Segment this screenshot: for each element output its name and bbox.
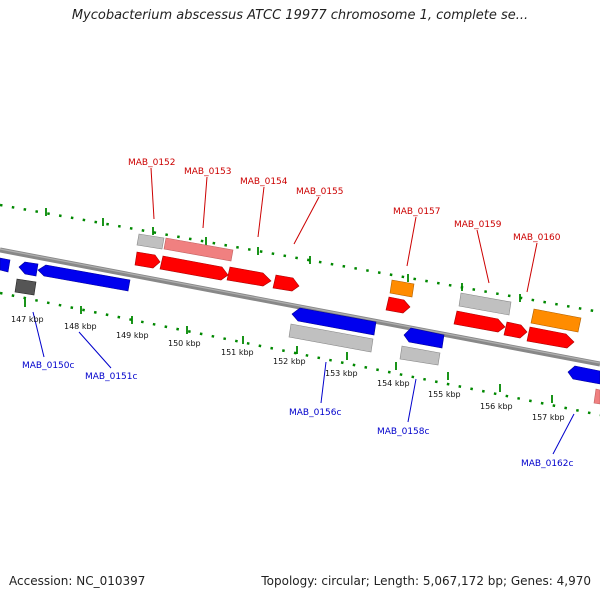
- reverse-gene-label[interactable]: MAB_0151c: [85, 372, 138, 382]
- chromosome-backbone-highlight: [0, 248, 600, 364]
- gene-mab-0157-inner[interactable]: [385, 296, 411, 314]
- reverse-leader: [320, 361, 327, 404]
- gene-mab-0159b[interactable]: [503, 321, 528, 339]
- gene-mab-0149c[interactable]: [0, 257, 11, 273]
- gene-pseudo-a[interactable]: [136, 233, 165, 250]
- scale-label: 148 kbp: [64, 322, 97, 331]
- lower-major-ticks: [24, 299, 553, 403]
- gene-mab-0160[interactable]: [530, 308, 582, 333]
- scale-label: 149 kbp: [116, 331, 149, 340]
- forward-gene-label[interactable]: MAB_0153: [184, 167, 232, 177]
- forward-gene-label[interactable]: MAB_0155: [296, 187, 344, 197]
- gene-mab-0155[interactable]: [272, 274, 300, 292]
- reverse-gene-label[interactable]: MAB_0158c: [377, 427, 430, 437]
- forward-leader: [257, 186, 265, 238]
- forward-gene-label[interactable]: MAB_0152: [128, 158, 176, 168]
- genome-summary-text: Topology: circular; Length: 5,067,172 bp…: [261, 574, 591, 588]
- scale-label: 152 kbp: [273, 357, 306, 366]
- forward-gene-label[interactable]: MAB_0157: [393, 207, 441, 217]
- scale-label: 151 kbp: [221, 348, 254, 357]
- scale-label: 147 kbp: [11, 315, 44, 324]
- forward-leader: [202, 176, 208, 229]
- forward-gene-label[interactable]: MAB_0154: [240, 177, 288, 187]
- gene-pale-edge[interactable]: [593, 388, 600, 405]
- gene-pseudo-c[interactable]: [288, 323, 374, 353]
- gene-mab-0161[interactable]: [526, 326, 575, 349]
- scale-label: 156 kbp: [480, 402, 513, 411]
- scale-labels: 147 kbp 148 kbp 149 kbp 150 kbp 151 kbp 152 k…: [11, 315, 565, 422]
- reverse-leader: [407, 378, 417, 423]
- gene-dark[interactable]: [14, 278, 37, 296]
- upper-scale-line: [0, 203, 600, 314]
- reverse-gene-label[interactable]: MAB_0156c: [289, 408, 342, 418]
- gene-mab-0153-inner[interactable]: [159, 255, 229, 281]
- forward-gene-label[interactable]: MAB_0160: [513, 233, 561, 243]
- gene-mab-0151c[interactable]: [37, 264, 131, 292]
- label-leaders: [32, 167, 575, 455]
- reverse-leader: [78, 331, 112, 369]
- forward-gene-labels[interactable]: MAB_0152 MAB_0153 MAB_0154 MAB_0155 MAB_0157…: [128, 158, 561, 243]
- forward-leader: [150, 167, 155, 220]
- scale-label: 155 kbp: [428, 390, 461, 399]
- chromosome-backbone: [0, 247, 600, 367]
- gene-mab-0153[interactable]: [163, 237, 234, 262]
- forward-leader: [526, 242, 538, 293]
- scale-label: 154 kbp: [377, 379, 410, 388]
- accession-text: Accession: NC_010397: [9, 574, 146, 588]
- reverse-gene-label[interactable]: MAB_0162c: [521, 459, 574, 469]
- gene-mab-0152[interactable]: [134, 251, 161, 269]
- forward-gene-label[interactable]: MAB_0159: [454, 220, 502, 230]
- scale-label: 153 kbp: [325, 369, 358, 378]
- reverse-leader: [32, 311, 45, 358]
- gene-pseudo-b[interactable]: [458, 292, 512, 316]
- gene-pseudo-d[interactable]: [399, 345, 441, 366]
- gene-mab-0157[interactable]: [389, 279, 415, 298]
- forward-leader: [406, 216, 417, 267]
- upper-major-ticks: [45, 208, 521, 302]
- reverse-gene-labels[interactable]: MAB_0150c MAB_0151c MAB_0156c MAB_0158c MAB_…: [22, 361, 574, 469]
- gene-mab-0158c[interactable]: [403, 327, 445, 349]
- gene-mab-0150c[interactable]: [18, 261, 39, 277]
- gene-mab-0162c[interactable]: [567, 365, 600, 385]
- reverse-gene-label[interactable]: MAB_0150c: [22, 361, 75, 371]
- forward-genes[interactable]: [134, 233, 582, 349]
- reverse-genes[interactable]: [0, 257, 600, 405]
- scale-label: 157 kbp: [532, 413, 565, 422]
- forward-leader: [293, 196, 320, 245]
- map-title: Mycobacterium abscessus ATCC 19977 chrom…: [71, 8, 529, 23]
- gene-mab-0154[interactable]: [226, 266, 272, 287]
- scale-label: 150 kbp: [168, 339, 201, 348]
- gene-mab-0159[interactable]: [453, 310, 506, 333]
- reverse-leader: [552, 413, 575, 455]
- forward-leader: [476, 229, 490, 284]
- gene-mab-0156c[interactable]: [291, 307, 377, 336]
